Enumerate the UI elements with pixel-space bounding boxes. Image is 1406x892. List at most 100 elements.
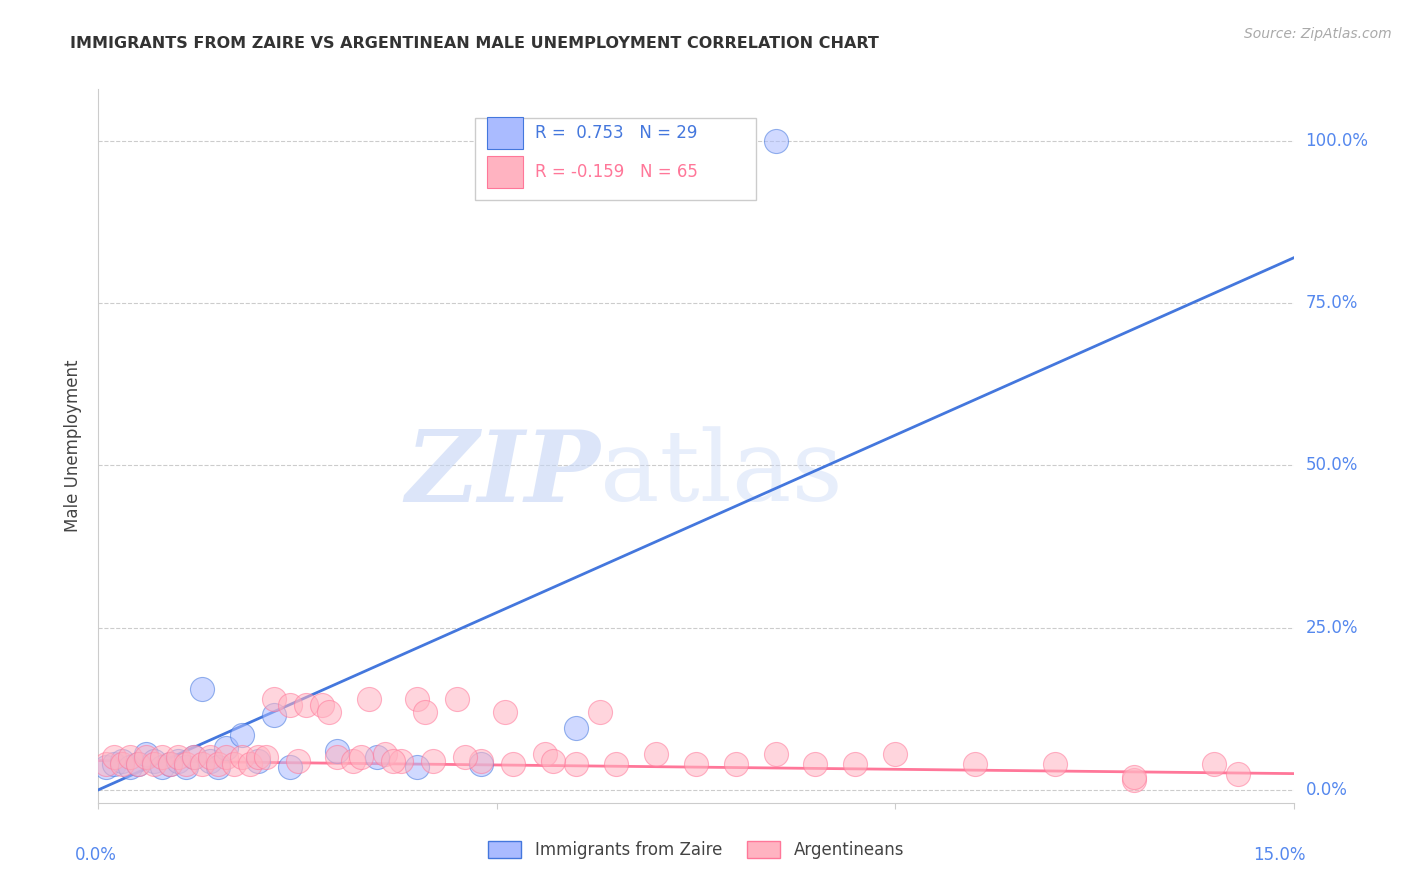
Point xyxy=(143,756,166,771)
Point xyxy=(1226,766,1249,780)
Point xyxy=(278,698,301,713)
Point xyxy=(326,750,349,764)
Point xyxy=(326,744,349,758)
Point xyxy=(1123,770,1146,784)
Point xyxy=(724,756,747,771)
Point xyxy=(446,692,468,706)
Point xyxy=(374,747,396,761)
Point xyxy=(215,750,238,764)
Point xyxy=(174,756,197,771)
Text: 100.0%: 100.0% xyxy=(1305,132,1368,150)
Point xyxy=(350,750,373,764)
Point xyxy=(406,692,429,706)
Point xyxy=(765,747,787,761)
Point xyxy=(1043,756,1066,771)
Text: 25.0%: 25.0% xyxy=(1305,619,1358,637)
Point xyxy=(231,728,253,742)
Point xyxy=(111,756,134,771)
Point xyxy=(254,750,277,764)
Point xyxy=(215,740,238,755)
Y-axis label: Male Unemployment: Male Unemployment xyxy=(65,359,83,533)
Text: 0.0%: 0.0% xyxy=(1305,780,1347,799)
Point xyxy=(406,760,429,774)
Text: R = -0.159   N = 65: R = -0.159 N = 65 xyxy=(534,163,697,181)
Point xyxy=(318,705,340,719)
Point xyxy=(311,698,333,713)
Text: R =  0.753   N = 29: R = 0.753 N = 29 xyxy=(534,124,697,142)
FancyBboxPatch shape xyxy=(486,156,523,188)
Point xyxy=(765,134,787,148)
Point xyxy=(605,756,627,771)
Text: IMMIGRANTS FROM ZAIRE VS ARGENTINEAN MALE UNEMPLOYMENT CORRELATION CHART: IMMIGRANTS FROM ZAIRE VS ARGENTINEAN MAL… xyxy=(70,36,879,51)
Point xyxy=(454,750,477,764)
Point xyxy=(159,756,181,771)
Text: 0.0%: 0.0% xyxy=(75,846,117,863)
Point xyxy=(231,750,253,764)
Point xyxy=(413,705,436,719)
Point xyxy=(263,692,285,706)
Point xyxy=(294,698,316,713)
Point xyxy=(685,756,707,771)
Point xyxy=(287,754,309,768)
Point xyxy=(167,750,190,764)
Point xyxy=(359,692,381,706)
FancyBboxPatch shape xyxy=(486,117,523,149)
Point xyxy=(589,705,612,719)
Point xyxy=(96,756,118,771)
Point xyxy=(804,756,827,771)
Point xyxy=(96,760,118,774)
Point xyxy=(645,747,668,761)
Point xyxy=(239,756,262,771)
Point xyxy=(389,754,412,768)
Text: 15.0%: 15.0% xyxy=(1253,846,1305,863)
Point xyxy=(135,747,157,761)
Point xyxy=(198,754,221,768)
Text: atlas: atlas xyxy=(600,426,844,523)
Point xyxy=(963,756,986,771)
Point xyxy=(470,754,492,768)
Point xyxy=(844,756,866,771)
Point xyxy=(207,760,229,774)
Point xyxy=(103,750,125,764)
Point xyxy=(366,750,388,764)
Point xyxy=(135,750,157,764)
Text: 75.0%: 75.0% xyxy=(1305,294,1358,312)
Text: Source: ZipAtlas.com: Source: ZipAtlas.com xyxy=(1244,27,1392,41)
Point xyxy=(167,754,190,768)
Point xyxy=(120,750,142,764)
Text: ZIP: ZIP xyxy=(405,426,600,523)
Point xyxy=(565,756,588,771)
Point xyxy=(127,756,149,771)
Point xyxy=(541,754,564,768)
Point xyxy=(1202,756,1225,771)
Point xyxy=(494,705,516,719)
Point xyxy=(422,754,444,768)
Point xyxy=(183,750,205,764)
Point xyxy=(246,750,269,764)
Point xyxy=(565,721,588,735)
Point xyxy=(120,760,142,774)
Point xyxy=(183,750,205,764)
Point xyxy=(502,756,524,771)
Point xyxy=(263,708,285,723)
Point xyxy=(174,760,197,774)
Point xyxy=(278,760,301,774)
Point xyxy=(533,747,555,761)
Point xyxy=(1123,773,1146,788)
Point xyxy=(150,750,173,764)
Point xyxy=(207,756,229,771)
Point xyxy=(382,754,405,768)
Point xyxy=(222,756,245,771)
Text: 50.0%: 50.0% xyxy=(1305,457,1358,475)
Point xyxy=(191,682,214,697)
Point xyxy=(150,760,173,774)
FancyBboxPatch shape xyxy=(475,118,756,200)
Point xyxy=(191,756,214,771)
Point xyxy=(198,750,221,764)
Point xyxy=(111,754,134,768)
Point xyxy=(470,756,492,771)
Point xyxy=(342,754,364,768)
Point xyxy=(159,756,181,771)
Point xyxy=(103,756,125,771)
Point xyxy=(143,754,166,768)
